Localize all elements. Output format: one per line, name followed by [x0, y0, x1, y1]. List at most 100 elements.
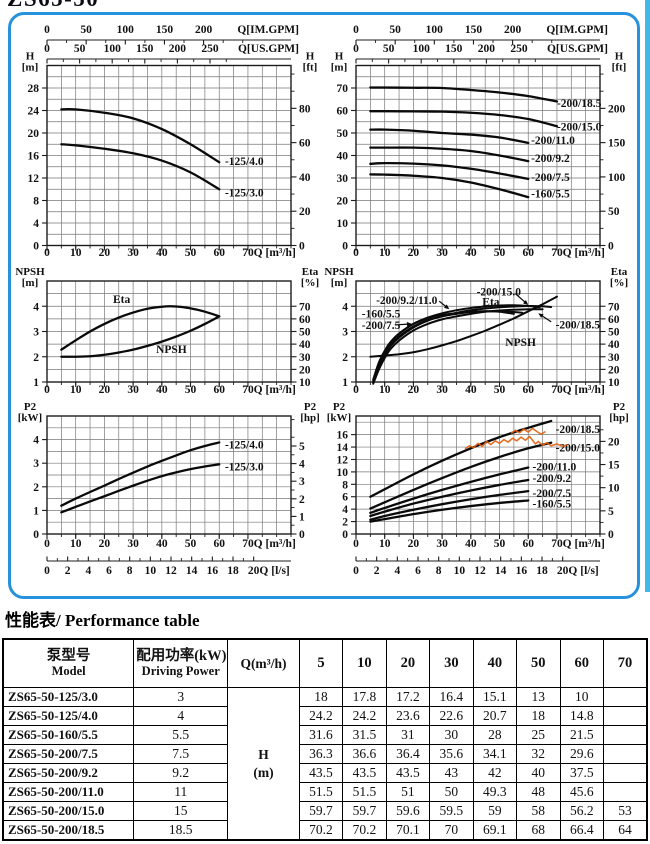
- chart-power-160-200-models: 0 10 20 30 40 50 60 70 Q [m³/h]0246810121416P2[k…: [327, 401, 629, 577]
- axis-text: 60: [213, 538, 225, 550]
- axis-text: 20: [99, 384, 111, 396]
- head-value-cell: 36.6: [342, 744, 387, 764]
- chart-npsh-eta-125-models: 0 10 20 30 40 50 60 70 Q [m³/h]1234NPSH[m]102030…: [15, 266, 319, 396]
- axis-text: 70: [242, 384, 254, 396]
- head-value-cell: 51.5: [298, 782, 344, 802]
- curve-label: -200/18.5: [557, 98, 602, 110]
- curve-label: -200/18.5: [556, 424, 601, 436]
- curve-label: -125/4.0: [225, 439, 264, 451]
- curve-label: -200/9.2: [533, 473, 572, 485]
- axis-text: 50: [80, 24, 92, 36]
- curve-label: Eta: [482, 297, 500, 309]
- head-value-cell: 31.6: [298, 725, 344, 745]
- axis-text: 0: [44, 43, 50, 55]
- axis-text: 250: [510, 43, 528, 55]
- chart-head-capacity-125-models: 0 10 20 30 40 50 60 70 Q [m³/h]0481216202428H[m]…: [22, 24, 318, 259]
- axis-text: Q[US.GPM]: [547, 43, 608, 55]
- head-value-cell: 53: [602, 801, 648, 821]
- axis-text: H: [335, 51, 344, 63]
- axis-text: 14: [186, 565, 198, 577]
- axis-text: 5: [608, 506, 614, 518]
- axis-text: 70: [337, 83, 349, 95]
- axis-text: 2: [342, 517, 348, 529]
- curve--125-3-0: [60, 463, 221, 514]
- axis-text: 30: [127, 247, 139, 259]
- curve-label: -200/7.5: [533, 488, 572, 500]
- table-row: ZS65-50-200/15.0 15 59.7 59.7 59.6 59.5 59 58 56…: [2, 801, 648, 821]
- head-value-cell: 56.2: [559, 801, 604, 821]
- axis-text: 40: [465, 538, 477, 550]
- axis-text: 200: [195, 24, 213, 36]
- head-value-cell: 43.5: [385, 763, 431, 783]
- axis-text: 10: [379, 538, 391, 550]
- curve-label: Eta: [113, 294, 131, 306]
- power-cell: 5.5: [133, 725, 229, 745]
- curve-Eta: [60, 305, 221, 351]
- axis-text: 0: [33, 241, 39, 253]
- axis-text: 1: [342, 377, 348, 389]
- head-value-cell: 21.5: [559, 725, 604, 745]
- axis-text: Q [m³/h]: [563, 247, 605, 259]
- axis-text: 50: [185, 247, 197, 259]
- axis-text: [hp]: [300, 412, 320, 424]
- axis-text: 50: [389, 24, 401, 36]
- axis-text: 0: [353, 538, 359, 550]
- head-value-cell: 13: [516, 687, 561, 707]
- axis-text: 100: [413, 43, 431, 55]
- model-cell: ZS65-50-200/11.0: [2, 782, 135, 802]
- head-value-cell: 24.2: [342, 706, 387, 726]
- axis-text: 4: [342, 504, 348, 516]
- axis-text: [ft]: [612, 62, 627, 74]
- axis-text: Q [m³/h]: [563, 538, 605, 550]
- head-value-cell: 17.2: [385, 687, 431, 707]
- table-row: ZS65-50-200/7.5 7.5 36.3 36.6 36.4 35.6 34.1 32…: [2, 744, 648, 764]
- head-value-cell: 32: [516, 744, 561, 764]
- axis-text: [%]: [610, 277, 628, 289]
- head-value-cell: 43: [429, 763, 474, 783]
- axis-text: [m]: [331, 277, 348, 289]
- head-value-cell: 34.1: [472, 744, 518, 764]
- axis-text: [kW]: [327, 412, 351, 424]
- axis-text: 100: [608, 172, 626, 184]
- axis-text: 70: [242, 247, 254, 259]
- curve--160-5-5: [369, 173, 530, 199]
- col-header-q-5: 5: [298, 638, 344, 688]
- chart-power-125-models: 0 10 20 30 40 50 60 70 Q [m³/h]01234P2[kW]012345…: [18, 401, 320, 577]
- curve--200-18-5: [369, 86, 559, 103]
- axis-text: 30: [127, 538, 139, 550]
- curve--125-4-0: [60, 441, 221, 507]
- axis-text: 0: [353, 43, 359, 55]
- axis-text: 60: [337, 106, 349, 118]
- axis-text: 4: [85, 565, 91, 577]
- axis-text: 0: [342, 529, 348, 541]
- axis-text: 4: [33, 218, 39, 230]
- axis-text: 50: [185, 538, 197, 550]
- axis-text: 2: [374, 565, 380, 577]
- axis-text: 20: [99, 538, 111, 550]
- axis-text: 14: [495, 565, 507, 577]
- head-value-cell: 36.4: [385, 744, 431, 764]
- power-cell: 7.5: [133, 744, 229, 764]
- power-cell: 15: [133, 801, 229, 821]
- axis-text: Eta: [302, 266, 319, 278]
- axis-text: 18: [227, 565, 239, 577]
- axis-text: 70: [299, 301, 311, 313]
- axis-text: 0: [44, 565, 50, 577]
- axis-text: 18: [536, 565, 548, 577]
- axis-text: 20: [28, 128, 40, 140]
- axis-text: 0: [608, 529, 614, 541]
- axis-text: 0: [353, 247, 359, 259]
- axis-text: 4: [33, 435, 39, 447]
- axis-text: 10: [70, 247, 82, 259]
- heading-english: / Performance table: [56, 611, 200, 630]
- col-header-q-70: 70: [602, 638, 648, 688]
- curve--200-11-0: [369, 128, 530, 145]
- model-cell: ZS65-50-160/5.5: [2, 725, 135, 745]
- curve-label: -160/5.5: [362, 308, 401, 320]
- head-value-cell: 15.1: [472, 687, 518, 707]
- axis-text: 1: [299, 511, 305, 523]
- axis-text: 30: [436, 384, 448, 396]
- axis-text: 20: [337, 196, 349, 208]
- axis-text: 40: [156, 384, 168, 396]
- head-value-cell: 28: [472, 725, 518, 745]
